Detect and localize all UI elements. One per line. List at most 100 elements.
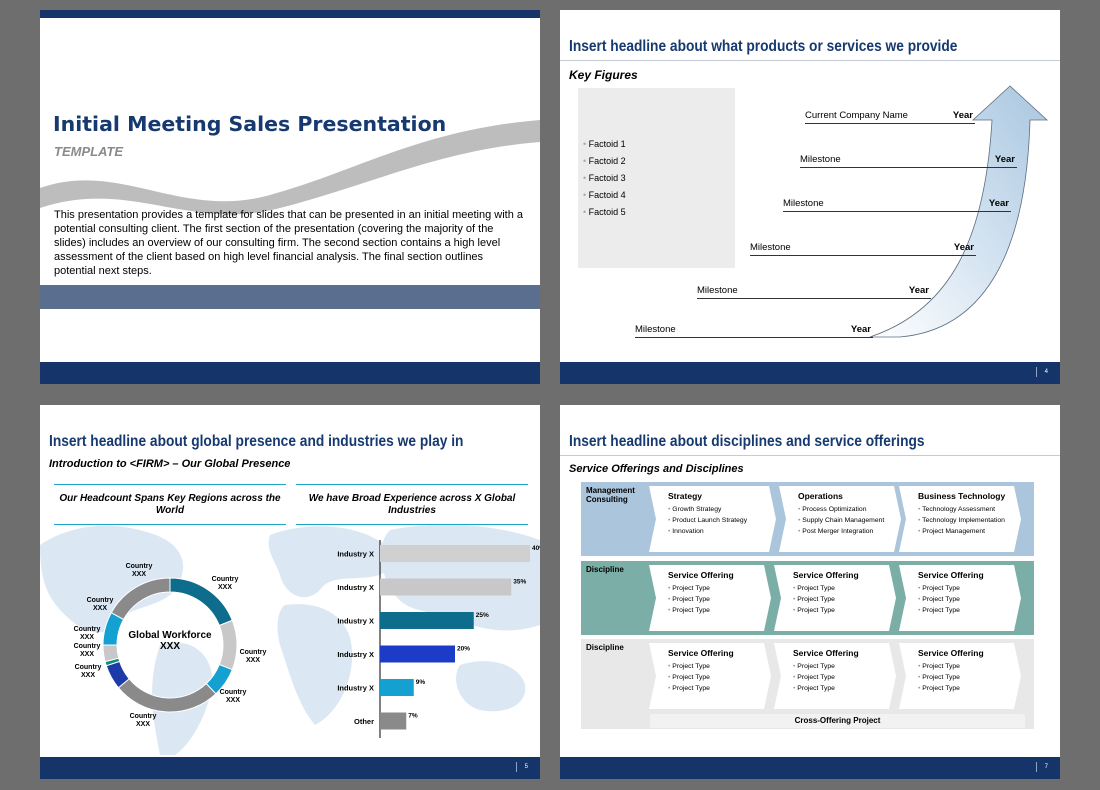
bullet-icon: • <box>798 528 803 535</box>
timeline-milestone: Milestone Year <box>750 242 976 256</box>
donut-label: Country <box>130 713 157 720</box>
milestone-year: Year <box>850 324 871 335</box>
offering-chevron[interactable]: Operations • Process Optimization • Supply… <box>779 486 901 552</box>
bullet-icon: • <box>918 607 923 614</box>
offering-title: Service Offering <box>793 570 859 580</box>
presentation-title: Initial Meeting Sales Presentation <box>53 112 447 136</box>
offering-chevron[interactable]: Service Offering • Project Type • Project … <box>899 565 1021 631</box>
bullet-icon: • <box>918 517 923 524</box>
offering-item-text: Project Type <box>797 685 835 692</box>
bullet-icon: • <box>583 139 589 149</box>
bar-value-label: 9% <box>416 679 426 686</box>
offering-item: • Innovation <box>668 528 704 535</box>
donut-center-value: XXX <box>159 641 180 652</box>
bullet-icon: • <box>918 596 923 603</box>
bar-category-label: Industry X <box>337 650 374 659</box>
slide-title[interactable]: Initial Meeting Sales Presentation TEMPL… <box>40 10 540 384</box>
band <box>40 285 540 309</box>
offering-item-text: Project Type <box>672 674 710 681</box>
bar-category-label: Industry X <box>337 617 374 626</box>
bullet-icon: • <box>793 663 798 670</box>
footer-bar: 4 <box>560 362 1060 384</box>
milestone-label: Current Company Name <box>805 110 908 121</box>
offering-chevron[interactable]: Strategy • Growth Strategy • Product Launc… <box>649 486 776 552</box>
offering-title: Operations <box>798 491 843 501</box>
offering-item-text: Project Type <box>922 596 960 603</box>
offering-item: • Project Type <box>793 663 835 670</box>
footer-bar <box>40 362 540 384</box>
offering-chevron[interactable]: Service Offering • Project Type • Project … <box>774 565 896 631</box>
bullet-icon: • <box>583 156 589 166</box>
bar-category-label: Industry X <box>337 684 374 693</box>
factoid-text: Factoid 4 <box>588 190 626 200</box>
bullet-icon: • <box>918 506 923 513</box>
offering-item-text: Project Type <box>922 674 960 681</box>
offering-item-text: Project Type <box>797 585 835 592</box>
offering-item: • Project Type <box>918 596 960 603</box>
offering-item-text: Project Type <box>922 585 960 592</box>
factoid-text: Factoid 1 <box>588 139 626 149</box>
donut-slice <box>110 577 171 621</box>
industry-bar <box>380 679 414 696</box>
offering-title: Service Offering <box>793 648 859 658</box>
slide-service-offerings[interactable]: Insert headline about disciplines and se… <box>560 405 1060 779</box>
offering-item: • Post Merger Integration <box>798 528 873 535</box>
offering-item-text: Project Type <box>797 607 835 614</box>
offering-title: Strategy <box>668 491 703 501</box>
industry-bar <box>380 712 407 730</box>
bullet-icon: • <box>668 685 673 692</box>
growth-arrow <box>869 85 1049 338</box>
milestone-label: Milestone <box>800 154 841 165</box>
factoid-text: Factoid 3 <box>588 173 626 183</box>
offering-item: • Project Type <box>793 596 835 603</box>
slide-products[interactable]: Insert headline about what products or s… <box>560 10 1060 384</box>
footer-bar: 7 <box>560 757 1060 779</box>
page-number: 5 <box>515 762 528 772</box>
offering-item-text: Growth Strategy <box>672 506 722 513</box>
milestone-label: Milestone <box>697 285 738 296</box>
bullet-icon: • <box>793 685 798 692</box>
offering-chevron[interactable]: Service Offering • Project Type • Project … <box>649 643 771 709</box>
timeline-milestone: Current Company Name Year <box>805 110 975 124</box>
donut-label: XXX <box>81 672 95 679</box>
offering-chevron[interactable]: Service Offering • Project Type • Project … <box>649 565 771 631</box>
offering-item-text: Post Merger Integration <box>802 528 874 535</box>
bullet-icon: • <box>918 674 923 681</box>
offering-chevron[interactable]: Service Offering • Project Type • Project … <box>774 643 896 709</box>
offering-item: • Project Type <box>793 685 835 692</box>
bullet-icon: • <box>583 173 589 183</box>
left-panel-header: Our Headcount Spans Key Regions across t… <box>59 493 281 516</box>
offering-item: • Growth Strategy <box>668 506 721 513</box>
bullet-icon: • <box>793 596 798 603</box>
offering-item: • Project Type <box>793 674 835 681</box>
offering-title: Business Technology <box>918 491 1006 501</box>
bullet-icon: • <box>793 585 798 592</box>
bar-value-label: 25% <box>476 612 489 619</box>
bullet-icon: • <box>668 585 673 592</box>
bullet-icon: • <box>668 528 673 535</box>
offering-chevron[interactable]: Service Offering • Project Type • Project … <box>899 643 1021 709</box>
offering-item: • Project Type <box>668 685 710 692</box>
offering-item: • Project Type <box>793 607 835 614</box>
slide-headline: Insert headline about global presence an… <box>49 433 464 450</box>
industry-bar <box>380 645 455 663</box>
offering-item-text: Project Management <box>922 528 985 535</box>
discipline-label: Management Consulting <box>586 486 635 504</box>
bar-category-label: Other <box>354 717 374 726</box>
bullet-icon: • <box>918 663 923 670</box>
bullet-icon: • <box>918 528 923 535</box>
timeline-milestone: Milestone Year <box>783 198 1011 212</box>
donut-label: XXX <box>136 721 150 728</box>
slide-global-presence[interactable]: Insert headline about global presence an… <box>40 405 540 779</box>
industry-bar <box>380 578 512 596</box>
headline-rule <box>560 455 1060 456</box>
page-number: 7 <box>1035 762 1048 772</box>
offering-item: • Product Launch Strategy <box>668 517 747 524</box>
offering-chevron[interactable]: Business Technology • Technology Assessme… <box>899 486 1021 552</box>
offering-item-text: Project Type <box>672 607 710 614</box>
discipline-row: Discipline Service Offering • Project Type… <box>581 561 1034 635</box>
milestone-label: Milestone <box>783 198 824 209</box>
offering-item: • Technology Implementation <box>918 517 1005 524</box>
offering-item: • Project Type <box>918 663 960 670</box>
factoid-box: • Factoid 1 • Factoid 2 • Factoid 3 • Facto… <box>578 88 735 268</box>
